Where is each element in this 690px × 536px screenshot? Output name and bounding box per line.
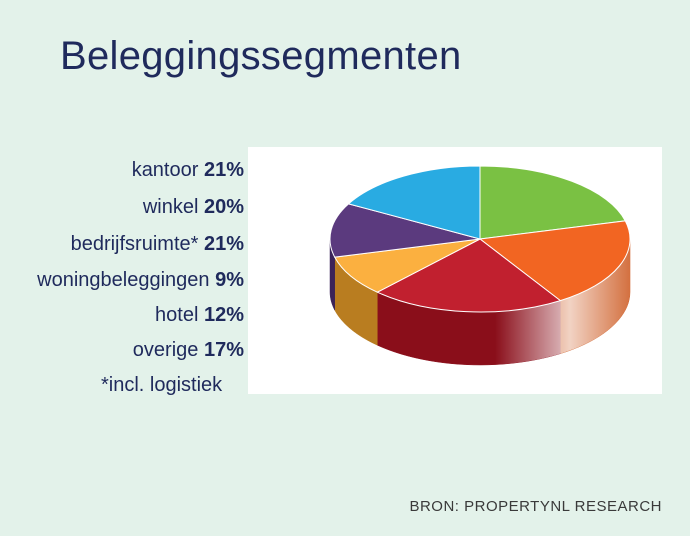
legend-value: 9% xyxy=(215,269,244,291)
pie-slice-winkel xyxy=(478,220,631,302)
legend-item-winkel: winkel 20% xyxy=(0,194,282,220)
legend-value: 21% xyxy=(203,159,244,181)
source-note: BRON: PROPERTYNL RESEARCH xyxy=(409,498,662,515)
legend-value: 12% xyxy=(203,304,244,326)
page-title: Beleggingssegmenten xyxy=(60,34,462,78)
legend-value: 20% xyxy=(203,196,244,218)
legend-label: bedrijfsruimte* xyxy=(70,233,199,255)
legend-item-hotel: hotel 12% xyxy=(0,302,282,328)
legend-label: hotel xyxy=(155,304,199,326)
pie-slice-kantoor xyxy=(479,165,627,240)
legend-label: overige xyxy=(132,339,199,361)
pie-slice-woningbeleggingen xyxy=(333,238,481,293)
chart-panel xyxy=(248,147,662,394)
pie-slice-hotel xyxy=(329,203,481,258)
footnote: *incl. logistiek xyxy=(101,374,223,396)
legend-label: woningbeleggingen xyxy=(37,269,210,291)
legend-value: 21% xyxy=(203,233,244,255)
legend-value: 17% xyxy=(203,339,244,361)
pie-slice-bedrijfsruimte xyxy=(376,238,562,313)
legend-item-overige: overige 17% xyxy=(0,337,282,363)
legend-item-kantoor: kantoor 21% xyxy=(0,157,282,183)
legend-label: winkel xyxy=(142,196,199,218)
legend-item-woningbeleggingen: woningbeleggingen 9% xyxy=(0,267,282,293)
pie-chart xyxy=(329,165,631,366)
legend-label: kantoor xyxy=(131,159,199,181)
legend-item-bedrijfsruimte: bedrijfsruimte* 21% xyxy=(0,231,282,257)
pie-slice-overige xyxy=(347,165,481,240)
pie-side-shine xyxy=(330,239,630,365)
